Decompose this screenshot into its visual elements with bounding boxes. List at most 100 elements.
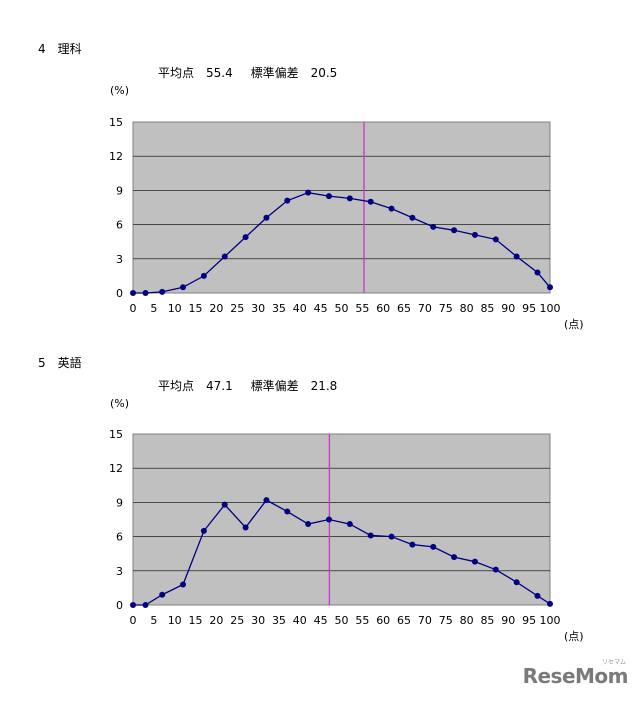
data-point xyxy=(513,253,520,260)
y-tick-label: 12 xyxy=(109,150,123,163)
y-tick-label: 3 xyxy=(116,253,123,266)
x-tick-label: 65 xyxy=(397,614,411,627)
data-point xyxy=(305,521,312,528)
data-point xyxy=(263,214,270,221)
data-point xyxy=(430,223,437,230)
resemom-logo: ReseMom xyxy=(522,664,629,688)
data-point xyxy=(471,231,478,238)
y-tick-label: 6 xyxy=(116,531,123,544)
data-point xyxy=(492,566,499,573)
data-point xyxy=(492,236,499,243)
data-point xyxy=(242,524,249,531)
series-line xyxy=(133,499,551,606)
data-point xyxy=(221,501,228,508)
data-point xyxy=(130,602,136,608)
y-axis-unit: (%) xyxy=(110,84,130,97)
x-tick-label: 15 xyxy=(189,302,203,315)
data-point xyxy=(451,554,458,561)
mean-score: 平均点 55.4 xyxy=(158,66,233,80)
x-tick-label: 35 xyxy=(272,302,286,315)
data-point xyxy=(180,284,187,291)
data-point xyxy=(513,579,520,586)
x-tick-label: 80 xyxy=(460,614,474,627)
x-tick-label: 0 xyxy=(130,302,137,315)
data-point xyxy=(263,497,270,504)
data-point xyxy=(451,227,458,234)
x-tick-label: 55 xyxy=(355,302,369,315)
y-tick-label: 0 xyxy=(116,599,123,612)
data-point xyxy=(305,189,312,196)
x-tick-label: 75 xyxy=(439,614,453,627)
x-tick-label: 65 xyxy=(397,302,411,315)
x-tick-label: 10 xyxy=(168,302,182,315)
x-tick-label: 70 xyxy=(418,614,432,627)
y-tick-label: 6 xyxy=(116,219,123,232)
plot-area xyxy=(132,121,551,294)
data-point xyxy=(409,214,416,221)
y-tick-label: 15 xyxy=(109,116,123,129)
data-point xyxy=(388,533,395,540)
data-point xyxy=(142,290,149,296)
y-tick-label: 3 xyxy=(116,565,123,578)
section-title-science: 4 理科 xyxy=(38,42,82,56)
data-point xyxy=(180,581,187,588)
section-title-english: 5 英語 xyxy=(38,356,82,370)
mean-score: 平均点 47.1 xyxy=(158,379,233,393)
data-point xyxy=(221,253,228,260)
x-tick-label: 90 xyxy=(501,614,515,627)
data-point xyxy=(284,197,291,204)
x-tick-label: 85 xyxy=(480,302,494,315)
x-tick-label: 30 xyxy=(251,614,265,627)
y-tick-label: 9 xyxy=(116,496,123,509)
data-point xyxy=(471,558,478,565)
data-point xyxy=(547,600,553,607)
x-tick-label: 5 xyxy=(150,614,157,627)
series-line xyxy=(133,192,551,294)
data-point xyxy=(346,195,353,202)
x-tick-label: 40 xyxy=(293,302,307,315)
data-point xyxy=(242,234,249,241)
data-point xyxy=(547,284,553,291)
data-point xyxy=(200,272,207,279)
data-point xyxy=(430,543,437,550)
x-tick-label: 95 xyxy=(522,302,536,315)
data-point xyxy=(388,205,395,212)
x-tick-label: 30 xyxy=(251,302,265,315)
x-axis-unit: (点) xyxy=(564,630,584,643)
x-tick-label: 60 xyxy=(376,614,390,627)
y-axis-unit: (%) xyxy=(110,397,130,410)
y-tick-label: 9 xyxy=(116,184,123,197)
x-tick-label: 20 xyxy=(209,302,223,315)
data-point xyxy=(367,532,374,539)
standard-deviation: 標準偏差 21.8 xyxy=(250,379,338,393)
x-tick-label: 95 xyxy=(522,614,536,627)
data-point xyxy=(325,516,332,523)
x-tick-label: 90 xyxy=(501,302,515,315)
x-tick-label: 25 xyxy=(230,302,244,315)
data-point xyxy=(346,521,353,528)
y-tick-label: 15 xyxy=(109,428,123,441)
x-tick-label: 80 xyxy=(460,302,474,315)
x-tick-label: 40 xyxy=(293,614,307,627)
x-tick-label: 100 xyxy=(540,614,561,627)
x-tick-label: 25 xyxy=(230,614,244,627)
y-tick-label: 12 xyxy=(109,462,123,475)
x-tick-label: 45 xyxy=(314,614,328,627)
x-tick-label: 5 xyxy=(150,302,157,315)
x-tick-label: 10 xyxy=(168,614,182,627)
data-point xyxy=(534,269,541,276)
stats-english: 平均点 47.1 標準偏差 21.8 xyxy=(158,377,351,394)
plot-area xyxy=(132,433,551,606)
data-point xyxy=(159,591,166,598)
x-tick-label: 20 xyxy=(209,614,223,627)
x-tick-label: 55 xyxy=(355,614,369,627)
x-tick-label: 50 xyxy=(335,614,349,627)
x-axis-unit: (点) xyxy=(564,318,584,331)
x-tick-label: 70 xyxy=(418,302,432,315)
x-tick-label: 50 xyxy=(335,302,349,315)
x-tick-label: 75 xyxy=(439,302,453,315)
x-tick-label: 85 xyxy=(480,614,494,627)
data-point xyxy=(325,193,332,200)
